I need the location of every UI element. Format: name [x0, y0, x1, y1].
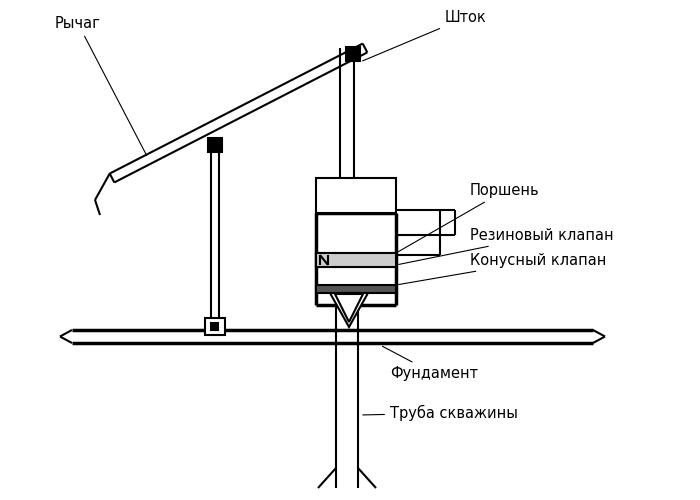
Bar	[211, 323, 218, 330]
Bar	[316, 285, 396, 293]
Text: Конусный клапан: Конусный клапан	[399, 253, 606, 284]
Polygon shape	[330, 293, 368, 327]
Bar	[316, 253, 396, 267]
Polygon shape	[335, 294, 363, 322]
Bar	[208, 138, 222, 152]
Text: Резиновый клапан: Резиновый клапан	[399, 228, 614, 264]
Text: Труба скважины: Труба скважины	[363, 405, 518, 421]
Bar	[316, 178, 396, 213]
Text: Шток: Шток	[363, 10, 486, 61]
Bar	[316, 253, 396, 267]
Bar	[205, 318, 225, 335]
Text: Поршень: Поршень	[398, 183, 540, 252]
Text: Рычаг: Рычаг	[55, 16, 147, 156]
Text: Фундамент: Фундамент	[382, 346, 478, 381]
Bar	[346, 47, 360, 61]
